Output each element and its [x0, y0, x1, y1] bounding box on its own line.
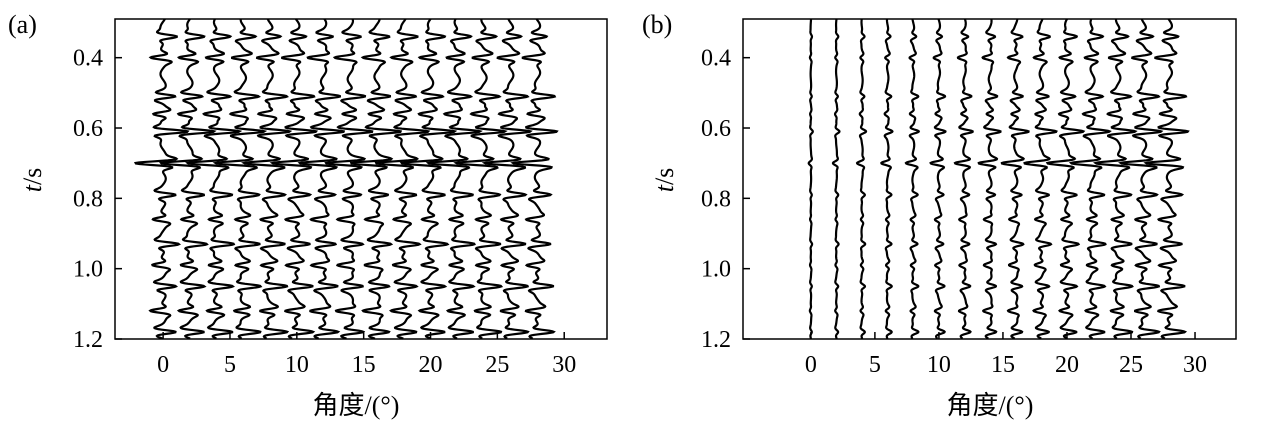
panel-b-trace-28 [1143, 18, 1190, 340]
panel-a-plot-frame [114, 18, 608, 340]
panel-a-label: (a) [8, 10, 37, 39]
panel-b-trace-14 [977, 18, 1002, 340]
panel-a-trace-10 [269, 18, 319, 340]
panel-a-trace-20 [399, 18, 458, 340]
panel-b-x-tick-label: 5 [869, 352, 881, 378]
panel-a-trace-24 [453, 18, 508, 340]
panel-b-trace-16 [1000, 18, 1030, 340]
panel-a-trace-0 [133, 18, 190, 340]
panel-a-x-tick-label: 10 [285, 352, 309, 378]
panel-a-y-axis-label-symbol: t [18, 184, 47, 192]
panel-b-traces [807, 18, 1190, 340]
panel-a-x-tick-label: 5 [224, 352, 236, 378]
panel-b-x-tick-label: 25 [1119, 352, 1143, 378]
panel-b-trace-22 [1068, 18, 1112, 340]
panel-a-trace-18 [374, 18, 431, 340]
panel-a-x-axis: 0 5 10 15 20 25 30 [157, 332, 576, 378]
panel-a-x-tick-label: 20 [419, 352, 443, 378]
panel-b-y-tick-label: 0.4 [701, 46, 731, 72]
panel-b: (b) 0 5 10 15 20 25 30 0.40.60.81.01.2 角度/(°) … [642, 10, 1237, 420]
panel-b-x-tick-label: 15 [991, 352, 1015, 378]
panel-a-y-axis-label-unit: /s [18, 168, 47, 185]
panel-b-x-axis: 0 5 10 15 20 25 30 [805, 332, 1207, 378]
panel-b-trace-20 [1045, 18, 1086, 340]
panel-b-trace-18 [1023, 18, 1058, 340]
panel-a-trace-2 [158, 18, 217, 340]
panel-b-trace-2 [831, 18, 841, 339]
panel-b-y-tick-label: 1.2 [701, 327, 731, 353]
panel-a-trace-4 [185, 18, 243, 340]
panel-a-trace-12 [297, 18, 346, 340]
panel-a-trace-26 [481, 18, 533, 340]
panel-b-trace-12 [953, 18, 974, 340]
panel-b-y-axis-label-symbol: t [650, 184, 679, 192]
panel-b-trace-4 [855, 18, 868, 339]
panel-a-x-tick-label: 0 [157, 352, 169, 378]
panel-a: (a) 0 5 10 15 20 25 30 0.40.60.81.01.2 角度/(°) … [8, 10, 608, 420]
panel-b-trace-0 [807, 18, 814, 339]
panel-b-y-tick-label: 0.6 [701, 116, 731, 142]
panel-a-x-axis-label: 角度/(°) [313, 391, 400, 420]
panel-a-y-tick-label: 1.0 [73, 257, 103, 283]
panel-b-x-tick-label: 10 [927, 352, 951, 378]
panel-a-trace-8 [241, 18, 293, 340]
panel-a-y-tick-label: 1.2 [73, 327, 103, 353]
panel-b-y-tick-label: 1.0 [701, 257, 731, 283]
panel-b-x-axis-label: 角度/(°) [947, 391, 1034, 420]
panel-a-y-axis: 0.4 0.6 0.8 1.0 1.2 [73, 46, 122, 353]
panel-a-x-tick-label: 25 [485, 352, 509, 378]
panel-b-y-tick-label: 0.8 [701, 186, 731, 212]
panel-a-x-tick-label: 15 [352, 352, 376, 378]
panel-a-y-axis-label: t/s [18, 168, 47, 193]
panel-a-trace-22 [425, 18, 483, 340]
panel-b-trace-24 [1093, 18, 1138, 340]
panel-a-trace-16 [349, 18, 403, 340]
panel-b-trace-8 [904, 18, 921, 339]
panel-a-traces [133, 18, 559, 340]
panel-b-label: (b) [642, 10, 672, 39]
panel-a-trace-28 [510, 18, 559, 340]
panel-b-y-axis-label: t/s [650, 168, 679, 193]
panel-a-trace-14 [324, 18, 374, 340]
panel-b-y-axis-label-unit: /s [650, 168, 679, 185]
panel-b-plot-frame [742, 18, 1237, 340]
panel-b-trace-10 [929, 18, 947, 340]
panel-a-trace-6 [212, 18, 268, 340]
panel-b-x-tick-label: 20 [1055, 352, 1079, 378]
panel-a-y-tick-label: 0.6 [73, 116, 103, 142]
panel-a-y-tick-label: 0.8 [73, 186, 103, 212]
panel-a-y-tick-label: 0.4 [73, 46, 103, 72]
panel-b-trace-26 [1118, 18, 1164, 340]
panel-b-trace-6 [880, 18, 894, 339]
panel-b-x-tick-label: 0 [805, 352, 817, 378]
panel-b-x-tick-label: 30 [1183, 352, 1207, 378]
panel-b-y-axis: 0.4 0.6 0.8 1.0 1.2 [701, 46, 750, 353]
panel-a-x-tick-label: 30 [552, 352, 576, 378]
